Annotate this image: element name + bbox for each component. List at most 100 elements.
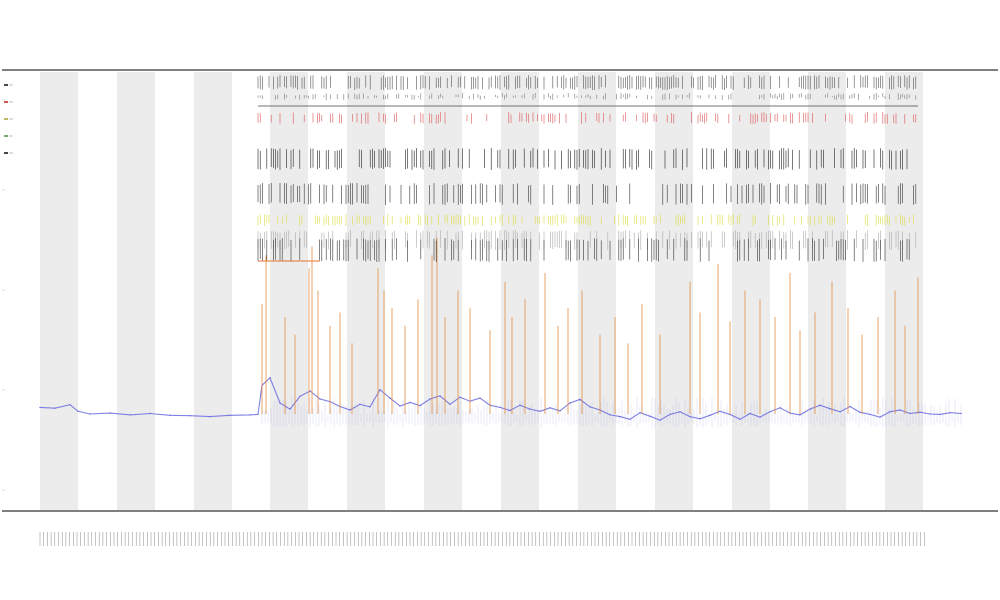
data-point: [960, 412, 962, 415]
legend-swatch: [4, 152, 8, 154]
data-point: [359, 403, 361, 405]
data-point: [549, 407, 551, 409]
data-point: [389, 397, 391, 399]
legend-swatch: [4, 135, 8, 137]
data-point: [639, 412, 641, 414]
data-point: [809, 408, 811, 410]
data-point: [449, 403, 451, 405]
data-point: [589, 406, 591, 408]
data-point: [579, 398, 581, 401]
data-point: [709, 414, 711, 416]
x-axis-tick-labels: [39, 532, 925, 546]
data-point: [209, 415, 211, 418]
data-point: [349, 409, 351, 411]
data-point: [949, 412, 951, 414]
shaded-band: [270, 72, 308, 510]
data-point: [859, 411, 861, 413]
data-point: [939, 413, 941, 416]
shaded-band: [194, 72, 232, 510]
data-point: [919, 411, 921, 413]
shaded-band: [732, 72, 770, 510]
data-point: [257, 413, 259, 416]
data-point: [499, 406, 501, 409]
shaded-band: [117, 72, 155, 510]
data-point: [749, 412, 751, 415]
data-point: [629, 418, 631, 420]
data-point: [849, 405, 851, 408]
data-point: [779, 407, 781, 409]
data-point: [799, 414, 801, 416]
data-point: [439, 395, 441, 397]
shaded-band: [501, 72, 539, 510]
shaded-band: [347, 72, 385, 510]
shaded-band: [40, 72, 78, 510]
data-point: [609, 414, 611, 416]
shaded-band: [424, 72, 462, 510]
data-point: [429, 398, 431, 400]
data-point: [54, 407, 56, 409]
data-point: [909, 412, 911, 415]
data-point: [869, 413, 871, 416]
data-point: [879, 416, 881, 418]
data-point: [149, 412, 151, 415]
data-point: [129, 414, 131, 416]
data-point: [899, 409, 901, 411]
data-point: [299, 395, 301, 397]
data-point: [529, 408, 531, 410]
data-point: [77, 410, 79, 412]
data-point: [289, 408, 291, 410]
data-point: [679, 411, 681, 413]
data-point: [719, 410, 721, 412]
data-point: [669, 413, 671, 416]
data-point: [169, 414, 171, 416]
data-point: [699, 418, 701, 420]
data-point: [569, 402, 571, 404]
data-point: [839, 411, 841, 413]
shaded-band: [655, 72, 693, 510]
data-point: [39, 406, 41, 409]
event-rows: [257, 75, 918, 262]
data-point: [559, 410, 561, 412]
data-point: [929, 413, 931, 415]
data-point: [509, 409, 511, 412]
data-point: [739, 418, 741, 420]
series-layer: [39, 237, 962, 428]
data-point: [69, 404, 71, 406]
shaded-band: [885, 72, 923, 510]
data-point: [379, 389, 381, 391]
data-point: [279, 402, 281, 404]
data-point: [309, 390, 311, 392]
data-point: [419, 404, 421, 407]
y-axis-ticks: [2, 99, 5, 491]
data-point: [769, 411, 771, 413]
data-point: [409, 401, 411, 404]
shaded-band: [578, 72, 616, 510]
data-point: [459, 396, 461, 398]
legend-swatch: [4, 118, 8, 120]
data-point: [319, 398, 321, 400]
data-point: [659, 419, 661, 421]
legend-swatch: [4, 101, 8, 103]
legend: [4, 84, 13, 154]
data-point: [369, 406, 371, 408]
data-point: [189, 415, 191, 417]
data-point: [249, 414, 251, 416]
data-point: [759, 416, 761, 418]
data-point: [269, 377, 271, 379]
data-point: [479, 397, 481, 399]
data-point: [889, 411, 891, 413]
shaded-band: [808, 72, 846, 510]
data-point: [619, 415, 621, 418]
data-point: [649, 415, 651, 417]
data-point: [729, 413, 731, 416]
data-point: [89, 413, 91, 415]
data-point: [829, 408, 831, 410]
data-point: [229, 414, 231, 416]
shaded-bands: [40, 72, 923, 510]
data-point: [819, 404, 821, 406]
data-point: [519, 404, 521, 406]
legend-swatch: [4, 84, 8, 86]
data-point: [689, 415, 691, 418]
data-point: [109, 412, 111, 414]
